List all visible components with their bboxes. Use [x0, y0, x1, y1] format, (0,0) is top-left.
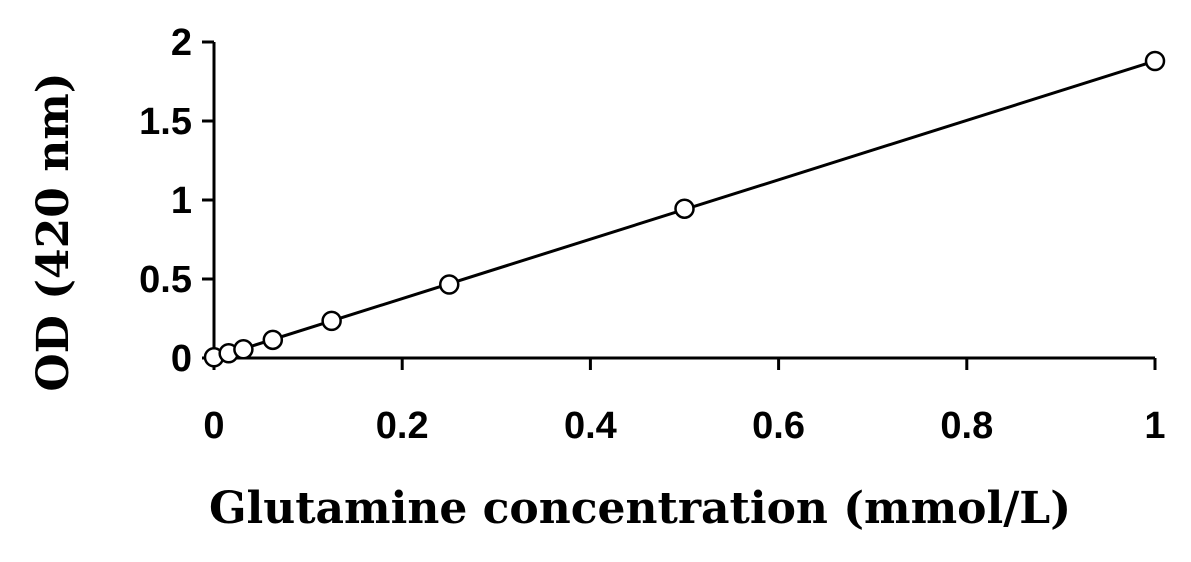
x-tick-label: 0.4	[564, 405, 617, 447]
data-point	[1144, 50, 1166, 72]
x-tick-label: 0	[203, 405, 224, 447]
x-tick-label: 0.8	[940, 405, 993, 447]
x-tick-label: 0.2	[376, 405, 429, 447]
data-point	[321, 310, 342, 332]
data-point	[262, 329, 284, 351]
data-point	[233, 339, 254, 360]
y-tick-label: 2	[171, 22, 192, 64]
y-tick-label: 1.5	[139, 101, 192, 143]
data-point	[674, 198, 695, 219]
y-tick-label: 0.5	[139, 259, 192, 301]
y-tick-label: 0	[171, 338, 192, 380]
x-tick-label: 1	[1144, 405, 1165, 447]
x-axis: 0 0.2 0.4 0.6 0.8 1	[203, 356, 1166, 447]
x-axis-title: Glutamine concentration (mmol/L)	[209, 483, 1071, 534]
y-axis: 0 0.5 1 1.5 2	[139, 22, 216, 380]
y-ticks: 0 0.5 1 1.5 2	[139, 22, 214, 380]
y-axis-title: OD (420 nm)	[28, 72, 79, 391]
y-tick-label: 1	[171, 180, 192, 222]
data-point	[439, 274, 460, 295]
x-tick-label: 0.6	[752, 405, 805, 447]
data-points	[203, 50, 1166, 368]
x-ticks: 0 0.2 0.4 0.6 0.8 1	[203, 358, 1166, 447]
